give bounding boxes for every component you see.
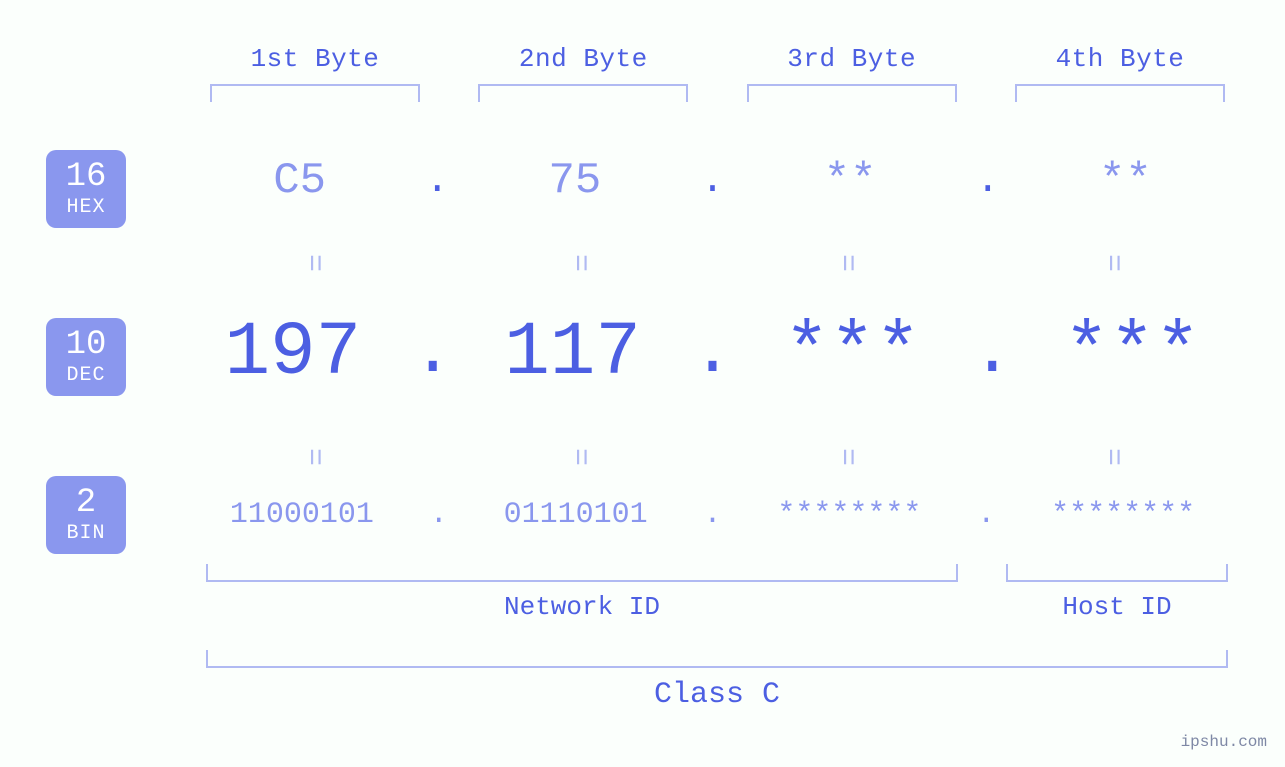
dec-byte-1: 197 [180, 310, 406, 396]
hex-row: C5 . 75 . ** . ** [180, 156, 1245, 206]
badge-base-number: 2 [76, 486, 96, 522]
network-id-label: Network ID [206, 592, 958, 622]
dot-icon: . [424, 498, 454, 532]
bottom-bracket-icon [206, 564, 958, 582]
base-badge-hex: 16 HEX [46, 150, 126, 228]
bin-byte-4: ******** [1001, 498, 1245, 532]
bin-byte-3: ******** [728, 498, 972, 532]
badge-base-name: BIN [66, 523, 105, 544]
bottom-bracket-icon [1006, 564, 1228, 582]
equals-row: = = = = [180, 246, 1245, 280]
byte-header-label: 2nd Byte [478, 44, 688, 74]
dot-icon: . [685, 314, 739, 393]
equals-icon: = [562, 324, 596, 590]
ip-address-diagram: 1st Byte 2nd Byte 3rd Byte 4th Byte 16 H… [0, 0, 1285, 767]
byte-header-3: 3rd Byte [747, 44, 957, 102]
bin-row: 11000101 . 01110101 . ******** . *******… [180, 498, 1245, 532]
top-bracket-icon [478, 84, 688, 102]
host-id-label: Host ID [1006, 592, 1228, 622]
byte-header-label: 4th Byte [1015, 44, 1225, 74]
dot-icon: . [419, 159, 455, 204]
equals-icon: = [296, 324, 330, 590]
dot-icon: . [965, 314, 1019, 393]
top-bracket-icon [1015, 84, 1225, 102]
top-bracket-icon [210, 84, 420, 102]
top-bracket-icon [747, 84, 957, 102]
base-badge-bin: 2 BIN [46, 476, 126, 554]
byte-headers: 1st Byte 2nd Byte 3rd Byte 4th Byte [210, 44, 1225, 102]
base-badge-dec: 10 DEC [46, 318, 126, 396]
byte-header-2: 2nd Byte [478, 44, 688, 102]
badge-base-name: HEX [66, 197, 105, 218]
dot-icon: . [694, 159, 730, 204]
bottom-bracket-icon [206, 650, 1228, 668]
equals-row: = = = = [180, 440, 1245, 474]
dec-row: 197 . 117 . *** . *** [180, 310, 1245, 396]
dec-byte-4: *** [1019, 310, 1245, 396]
equals-icon: = [1095, 324, 1129, 590]
bin-byte-1: 11000101 [180, 498, 424, 532]
byte-header-label: 1st Byte [210, 44, 420, 74]
badge-base-number: 10 [66, 328, 107, 364]
byte-header-4: 4th Byte [1015, 44, 1225, 102]
bin-byte-2: 01110101 [454, 498, 698, 532]
badge-base-name: DEC [66, 365, 105, 386]
dot-icon: . [970, 159, 1006, 204]
ip-class-label: Class C [206, 678, 1228, 712]
equals-icon: = [829, 324, 863, 590]
dot-icon: . [971, 498, 1001, 532]
byte-header-1: 1st Byte [210, 44, 420, 102]
byte-header-label: 3rd Byte [747, 44, 957, 74]
dot-icon: . [406, 314, 460, 393]
badge-base-number: 16 [66, 160, 107, 196]
watermark: ipshu.com [1181, 733, 1267, 751]
dot-icon: . [697, 498, 727, 532]
